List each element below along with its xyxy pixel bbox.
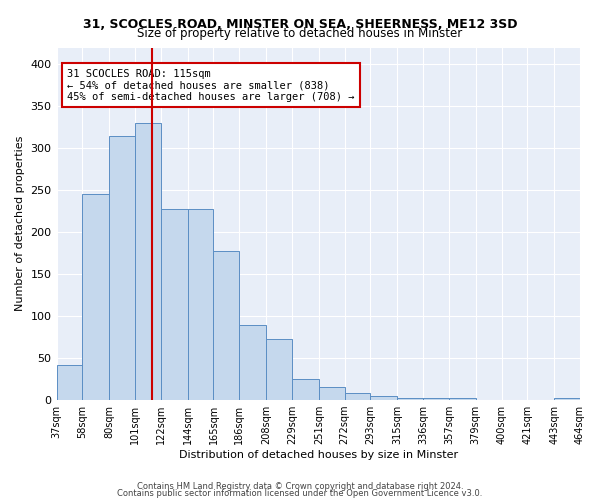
Bar [82,194,109,400]
Y-axis label: Number of detached properties: Number of detached properties [15,136,25,312]
Bar [554,398,580,400]
Text: 31 SCOCLES ROAD: 115sqm
← 54% of detached houses are smaller (838)
45% of semi-d: 31 SCOCLES ROAD: 115sqm ← 54% of detache… [67,68,355,102]
Bar [319,386,344,400]
Bar [109,136,135,400]
Bar [449,398,476,400]
Bar [397,398,423,400]
Bar [161,208,188,400]
Bar [214,250,239,400]
Text: Contains public sector information licensed under the Open Government Licence v3: Contains public sector information licen… [118,489,482,498]
Text: Size of property relative to detached houses in Minster: Size of property relative to detached ho… [137,28,463,40]
Bar [370,396,397,400]
Bar [239,324,266,400]
Bar [56,365,82,400]
Bar [135,123,161,400]
Text: Contains HM Land Registry data © Crown copyright and database right 2024.: Contains HM Land Registry data © Crown c… [137,482,463,491]
Bar [344,394,370,400]
Bar [423,398,449,400]
Bar [266,339,292,400]
Bar [292,379,319,400]
X-axis label: Distribution of detached houses by size in Minster: Distribution of detached houses by size … [179,450,458,460]
Text: 31, SCOCLES ROAD, MINSTER ON SEA, SHEERNESS, ME12 3SD: 31, SCOCLES ROAD, MINSTER ON SEA, SHEERN… [83,18,517,30]
Bar [188,208,214,400]
